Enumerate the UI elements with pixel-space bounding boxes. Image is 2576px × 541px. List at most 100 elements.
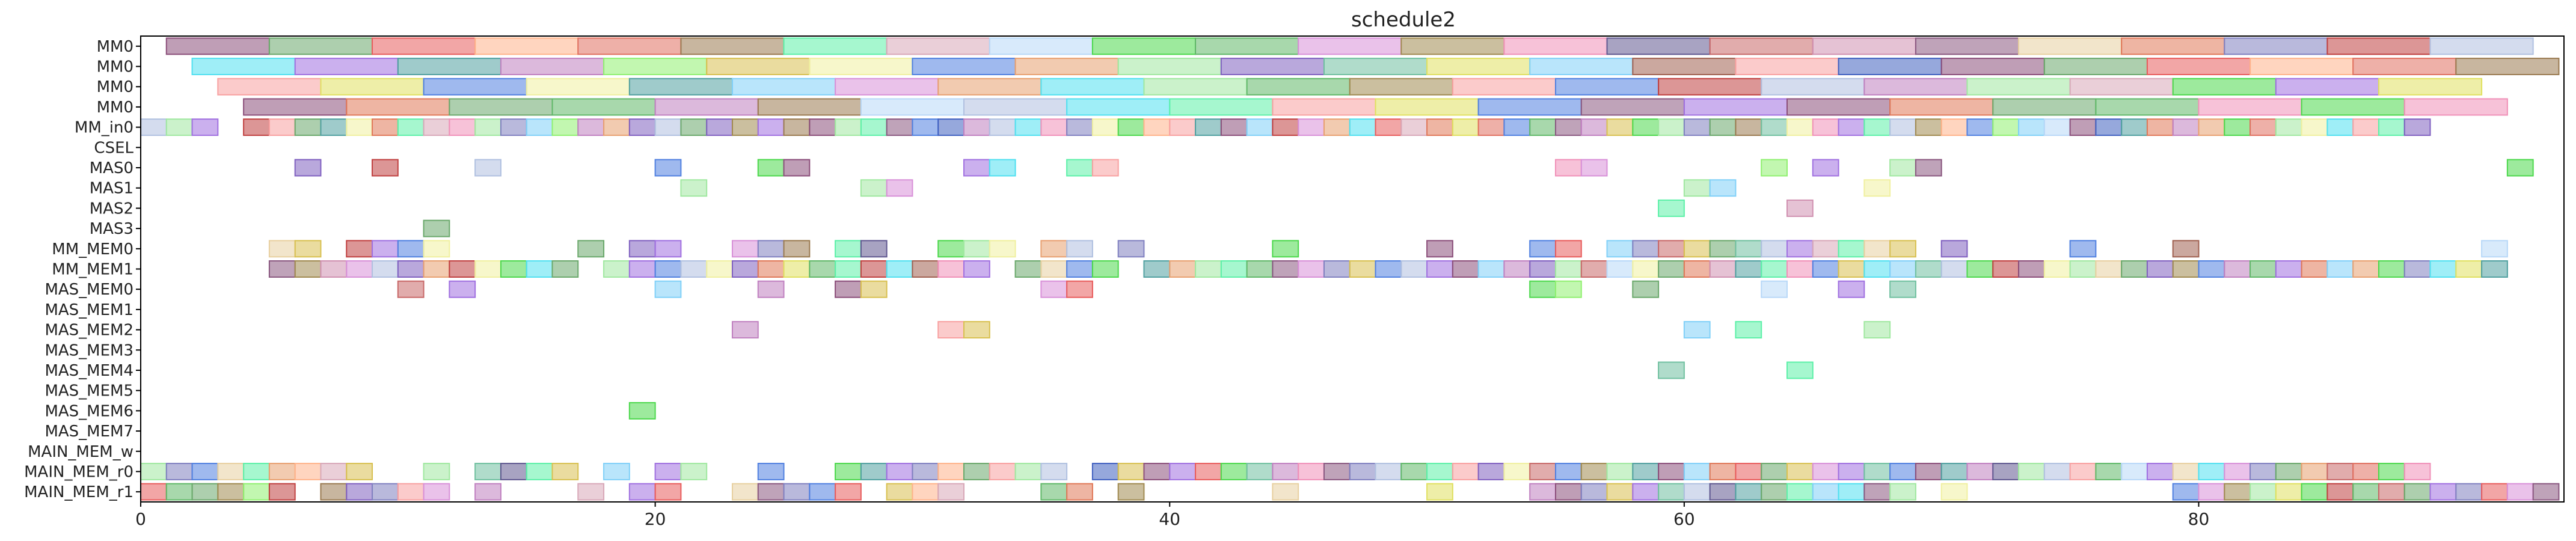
schedule-segment (243, 462, 270, 480)
schedule-segment (2301, 98, 2405, 116)
schedule-segment (1580, 118, 1608, 136)
schedule-segment (2249, 483, 2277, 501)
schedule-segment (1091, 462, 1119, 480)
schedule-segment (1940, 240, 1968, 258)
schedule-segment (2069, 240, 2097, 258)
schedule-segment (1838, 280, 1865, 298)
schedule-segment (1683, 240, 1711, 258)
schedule-segment (1169, 260, 1197, 278)
schedule-segment (628, 260, 656, 278)
schedule-segment (1375, 98, 1479, 116)
schedule-segment (2018, 118, 2045, 136)
schedule-segment (1632, 58, 1737, 76)
schedule-segment (963, 321, 990, 339)
schedule-segment (1169, 462, 1197, 480)
schedule-segment (2018, 462, 2045, 480)
schedule-segment (1606, 260, 1634, 278)
schedule-segment (1091, 118, 1119, 136)
schedule-segment (1658, 483, 1685, 501)
schedule-segment (860, 260, 888, 278)
schedule-segment (912, 260, 939, 278)
schedule-segment (860, 280, 888, 298)
schedule-segment (680, 260, 708, 278)
schedule-segment (294, 58, 399, 76)
schedule-segment (654, 159, 682, 177)
row-label: MAIN_MEM_r1 (24, 483, 133, 501)
schedule-segment (706, 58, 811, 76)
schedule-segment (1915, 462, 1942, 480)
schedule-segment (1529, 118, 1556, 136)
row-label: MAIN_MEM_w (28, 443, 133, 461)
schedule-segment (989, 462, 1016, 480)
schedule-segment (2146, 260, 2174, 278)
schedule-segment (2352, 118, 2379, 136)
schedule-segment (1014, 462, 1042, 480)
schedule-segment (217, 78, 322, 96)
schedule-segment (1709, 37, 1814, 55)
schedule-segment (268, 118, 296, 136)
schedule-segment (1889, 98, 1994, 116)
schedule-segment (346, 462, 373, 480)
schedule-segment (2069, 462, 2097, 480)
schedule-segment (1966, 118, 1994, 136)
schedule-segment (1426, 483, 1453, 501)
schedule-segment (860, 462, 888, 480)
schedule-segment (1735, 462, 1762, 480)
schedule-segment (1298, 260, 1325, 278)
schedule-segment (886, 260, 913, 278)
schedule-segment (1838, 483, 1865, 501)
schedule-segment (2506, 483, 2534, 501)
row-label: MM0 (97, 78, 133, 96)
x-tick-label: 60 (1673, 509, 1695, 529)
schedule-segment (1709, 179, 1737, 197)
schedule-segment (372, 118, 399, 136)
schedule-segment (1812, 240, 1839, 258)
schedule-segment (294, 118, 322, 136)
schedule-segment (1066, 260, 1093, 278)
schedule-segment (1863, 321, 1891, 339)
row-label: MAS_MEM1 (44, 301, 133, 319)
schedule-segment (1503, 118, 1531, 136)
schedule-segment (1452, 118, 1479, 136)
schedule-segment (1735, 58, 1839, 76)
schedule-segment (320, 483, 348, 501)
schedule-segment (835, 118, 862, 136)
schedule-segment (1915, 118, 1942, 136)
schedule-segment (2301, 462, 2328, 480)
schedule-segment (1889, 483, 1916, 501)
schedule-segment (1554, 280, 1582, 298)
schedule-segment (886, 483, 913, 501)
schedule-segment (1709, 260, 1737, 278)
row-label: CSEL (94, 139, 133, 157)
schedule-segment (2121, 462, 2148, 480)
schedule-segment (1658, 199, 1685, 217)
schedule-segment (2249, 260, 2277, 278)
row-label: MM0 (97, 99, 133, 117)
schedule-segment (603, 462, 630, 480)
schedule-segment (1889, 462, 1916, 480)
schedule-segment (2378, 78, 2483, 96)
schedule-segment (1220, 462, 1248, 480)
schedule-segment (449, 260, 476, 278)
schedule-segment (2121, 260, 2148, 278)
schedule-segment (191, 462, 219, 480)
schedule-segment (1014, 260, 1042, 278)
schedule-segment (474, 118, 501, 136)
schedule-segment (1632, 118, 1660, 136)
schedule-segment (1658, 118, 1685, 136)
schedule-segment (217, 483, 245, 501)
schedule-segment (1323, 118, 1351, 136)
schedule-segment (1298, 37, 1402, 55)
schedule-segment (2378, 260, 2405, 278)
schedule-segment (989, 118, 1016, 136)
schedule-segment (2301, 483, 2328, 501)
schedule-segment (886, 37, 990, 55)
schedule-segment (1761, 78, 1865, 96)
schedule-segment (963, 159, 990, 177)
schedule-segment (320, 260, 348, 278)
schedule-segment (397, 280, 425, 298)
plot-frame (140, 35, 2565, 503)
schedule-segment (1863, 179, 1891, 197)
schedule-segment (2043, 260, 2071, 278)
